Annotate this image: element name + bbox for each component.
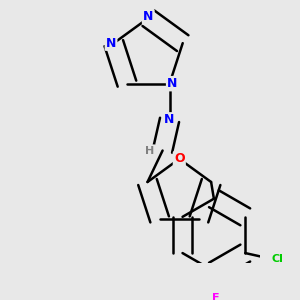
Text: N: N [143,10,153,23]
Text: N: N [106,37,116,50]
Text: F: F [212,293,219,300]
Text: O: O [174,152,184,165]
Text: H: H [146,146,155,155]
Text: Cl: Cl [272,254,283,264]
Text: N: N [164,113,175,126]
Text: N: N [167,77,178,90]
